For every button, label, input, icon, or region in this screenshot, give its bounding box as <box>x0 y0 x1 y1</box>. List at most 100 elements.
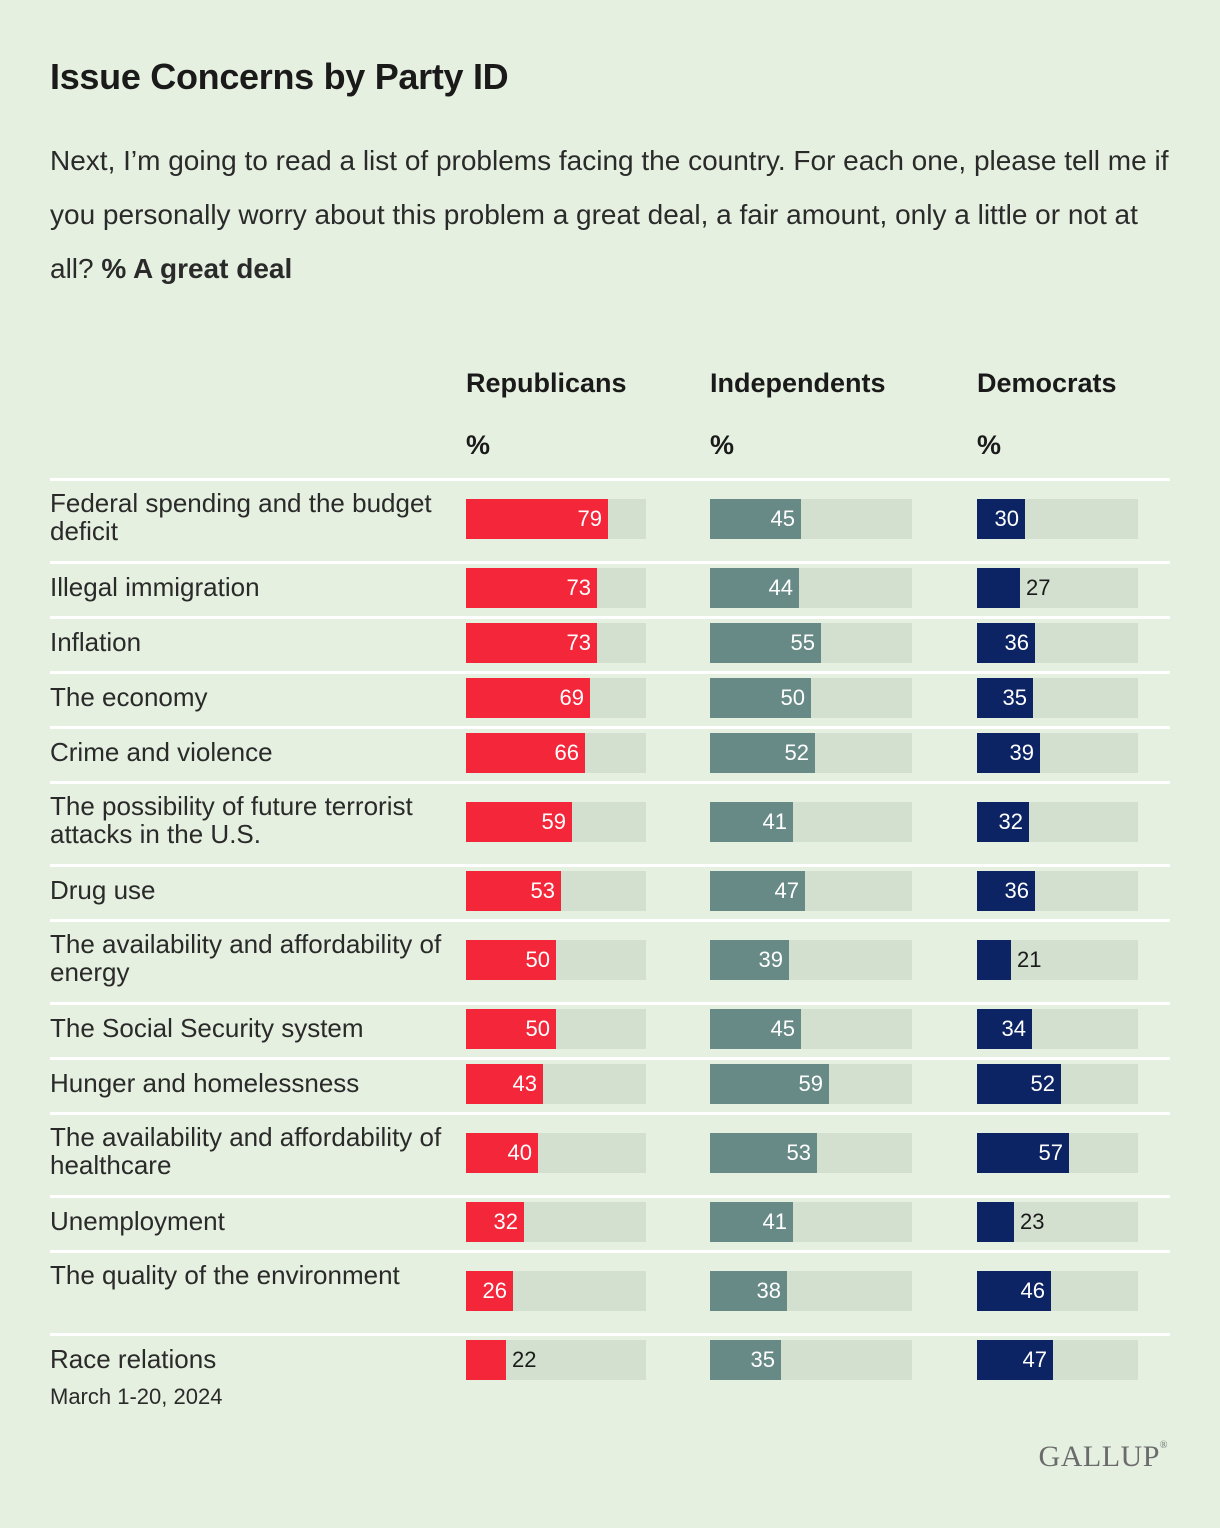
row-separator <box>50 864 1170 867</box>
bar-democrats <box>977 940 1011 980</box>
bar-track-independents: 45 <box>710 1009 912 1049</box>
row-label: Unemployment <box>50 1206 225 1236</box>
row-label: Crime and violence <box>50 737 273 767</box>
bar-track-republicans: 69 <box>466 678 646 718</box>
bar-independents <box>710 1271 787 1311</box>
bar-republicans <box>466 499 608 539</box>
value-label: 41 <box>762 1209 787 1234</box>
row-separator <box>50 781 1170 784</box>
bar-track-democrats: 46 <box>977 1271 1138 1311</box>
bar-track-democrats: 23 <box>977 1202 1138 1242</box>
bar-track-independents: 52 <box>710 733 912 773</box>
bar-track-independents: 38 <box>710 1271 912 1311</box>
bar-democrats <box>977 678 1033 718</box>
bar-republicans <box>466 802 572 842</box>
value-label: 27 <box>1026 575 1051 600</box>
bar-track-republicans: 53 <box>466 871 646 911</box>
bar-republicans <box>466 1271 513 1311</box>
bar-republicans <box>466 1009 556 1049</box>
row-separator <box>50 616 1170 619</box>
bar-independents <box>710 678 811 718</box>
value-label: 53 <box>786 1140 811 1165</box>
value-label: 73 <box>566 575 591 600</box>
bar-independents <box>710 733 815 773</box>
bar-democrats <box>977 802 1029 842</box>
bar-independents <box>710 499 801 539</box>
chart-title: Issue Concerns by Party ID <box>50 56 509 97</box>
bar-republicans <box>466 1202 524 1242</box>
value-label: 52 <box>784 740 809 765</box>
value-label: 34 <box>1001 1016 1026 1041</box>
bar-independents <box>710 802 793 842</box>
bar-track-democrats: 47 <box>977 1340 1138 1380</box>
bar-track-independents: 53 <box>710 1133 912 1173</box>
bar-track-republicans: 73 <box>466 568 646 608</box>
bar-track-republicans: 50 <box>466 940 646 980</box>
value-label: 57 <box>1038 1140 1063 1165</box>
bar-democrats <box>977 623 1035 663</box>
value-label: 47 <box>1022 1347 1047 1372</box>
value-label: 39 <box>758 947 783 972</box>
bar-track-republicans: 50 <box>466 1009 646 1049</box>
bar-track-independents: 59 <box>710 1064 912 1104</box>
bar-democrats <box>977 1064 1061 1104</box>
bar-track-independents: 41 <box>710 1202 912 1242</box>
bar-republicans <box>466 940 556 980</box>
value-label: 66 <box>554 740 579 765</box>
value-label: 50 <box>780 685 805 710</box>
row-label: The availability and affordability of en… <box>50 929 442 987</box>
row-separator <box>50 919 1170 922</box>
value-label: 45 <box>770 506 795 531</box>
bar-independents <box>710 1009 801 1049</box>
bar-independents <box>710 623 821 663</box>
bar-track-independents: 39 <box>710 940 912 980</box>
row-separator <box>50 1057 1170 1060</box>
value-label: 73 <box>566 630 591 655</box>
bar-track-republicans: 73 <box>466 623 646 663</box>
bar-track-democrats: 21 <box>977 940 1138 980</box>
subtitle-question: Next, I’m going to read a list of proble… <box>50 145 1169 284</box>
value-label: 45 <box>770 1016 795 1041</box>
value-label: 32 <box>998 809 1023 834</box>
value-label: 59 <box>541 809 566 834</box>
value-label: 44 <box>768 575 793 600</box>
bar-track-republicans: 22 <box>466 1340 646 1380</box>
value-label: 47 <box>774 878 799 903</box>
bar-democrats <box>977 1271 1051 1311</box>
column-header-republicans: Republicans <box>466 368 627 398</box>
row-separator <box>50 1112 1170 1115</box>
bar-track-independents: 50 <box>710 678 912 718</box>
bar-track-independents: 35 <box>710 1340 912 1380</box>
bar-track-independents: 45 <box>710 499 912 539</box>
value-label: 50 <box>525 1016 550 1041</box>
row-label: Illegal immigration <box>50 572 260 602</box>
date-footnote: March 1-20, 2024 <box>50 1384 223 1409</box>
bar-track-independents: 47 <box>710 871 912 911</box>
column-header-independents: Independents <box>710 368 886 398</box>
column-unit-independents: % <box>710 430 735 460</box>
value-label: 79 <box>577 506 602 531</box>
row-label: Inflation <box>50 627 142 657</box>
row-label: Federal spending and the budget deficit <box>50 488 432 546</box>
value-label: 36 <box>1004 630 1029 655</box>
row-label: Drug use <box>50 875 156 905</box>
bar-republicans <box>466 733 585 773</box>
row-separator <box>50 1002 1170 1005</box>
bar-independents <box>710 940 789 980</box>
bar-republicans <box>466 568 597 608</box>
bar-democrats <box>977 499 1025 539</box>
value-label: 59 <box>798 1071 823 1096</box>
bar-republicans <box>466 1340 506 1380</box>
bar-independents <box>710 1133 817 1173</box>
bar-track-democrats: 57 <box>977 1133 1138 1173</box>
column-unit-republicans: % <box>466 430 491 460</box>
bar-track-independents: 55 <box>710 623 912 663</box>
bar-democrats <box>977 1202 1014 1242</box>
bar-track-independents: 41 <box>710 802 912 842</box>
bar-track-democrats: 32 <box>977 802 1138 842</box>
bar-track-democrats: 30 <box>977 499 1138 539</box>
value-label: 35 <box>1002 685 1027 710</box>
bar-democrats <box>977 1009 1032 1049</box>
value-label: 46 <box>1020 1278 1045 1303</box>
row-separator <box>50 1195 1170 1198</box>
